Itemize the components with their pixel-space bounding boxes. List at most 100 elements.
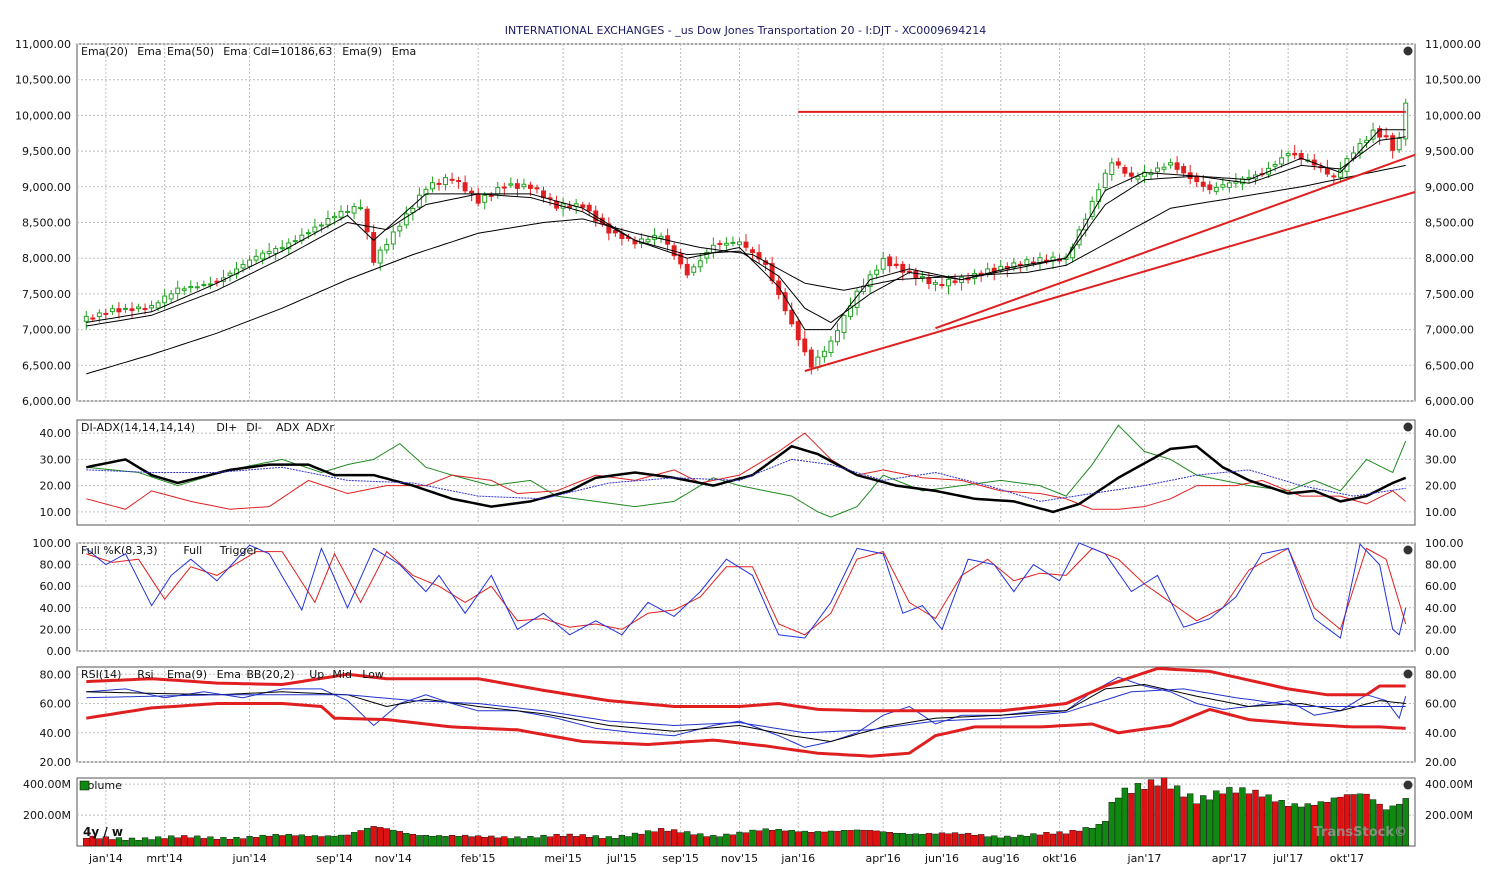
candle-body xyxy=(913,270,919,279)
candle-body xyxy=(201,283,207,286)
y-tick-label-left: 9,000.00 xyxy=(22,181,71,194)
volume-bar xyxy=(1396,803,1403,847)
candle-body xyxy=(351,206,357,214)
volume-bar xyxy=(1245,793,1253,847)
volume-bar xyxy=(370,826,377,847)
candle-body xyxy=(456,180,462,183)
candle-body xyxy=(1285,153,1291,157)
volume-bar xyxy=(912,833,919,847)
volume-bar xyxy=(573,836,580,847)
volume-bar xyxy=(148,839,155,847)
volume-bar xyxy=(285,834,292,847)
volume-bar xyxy=(775,829,782,847)
candle-body xyxy=(534,187,540,190)
candle-body xyxy=(338,210,344,218)
candle-body xyxy=(1357,143,1363,154)
candle-body xyxy=(527,184,533,189)
volume-bar xyxy=(1108,801,1115,847)
volume-bar xyxy=(174,837,181,847)
volume-bar xyxy=(89,835,96,847)
pane-frame xyxy=(76,542,1416,652)
candle-body xyxy=(867,274,873,287)
candle-body xyxy=(789,309,795,325)
candle-body xyxy=(1246,176,1252,180)
candle-body xyxy=(645,238,651,243)
y-tick-label-left: 10.00 xyxy=(40,506,72,519)
volume-bar xyxy=(239,838,247,847)
candle-body xyxy=(384,244,390,251)
volume-bar xyxy=(494,837,501,847)
pane-frame xyxy=(76,419,1416,526)
volume-bar xyxy=(997,837,1004,847)
candle-body xyxy=(1390,135,1396,151)
volume-bar xyxy=(690,834,697,847)
volume-bar xyxy=(925,833,933,847)
volume-bar xyxy=(168,835,175,847)
volume-bar xyxy=(435,835,443,847)
y-tick-label-right: 9,000.00 xyxy=(1425,181,1474,194)
candle-body xyxy=(1200,181,1206,187)
close-icon xyxy=(1403,46,1413,56)
candle-body xyxy=(952,280,958,283)
x-tick-label: jun'16 xyxy=(924,852,959,865)
volume-bar xyxy=(625,836,632,847)
y-tick-label-left: 100.00 xyxy=(33,537,72,550)
volume-bar xyxy=(697,833,704,847)
volume-bar xyxy=(834,830,841,847)
candle-body xyxy=(318,224,324,227)
volume-bar xyxy=(520,838,528,847)
legend-entry: Rsi xyxy=(137,668,153,681)
series-ema xyxy=(86,683,1406,743)
volume-bar xyxy=(128,837,136,847)
volume-bar xyxy=(102,836,110,847)
y-tick-label-right: 8,000.00 xyxy=(1425,252,1474,265)
y-tick-label-right: 20.00 xyxy=(1425,623,1457,636)
volume-bar xyxy=(259,834,266,847)
volume-bar xyxy=(821,831,828,847)
candle-body xyxy=(1226,182,1232,188)
volume-bar xyxy=(1180,796,1187,847)
candle-body xyxy=(469,190,475,194)
volume-bar xyxy=(1343,794,1351,847)
candle-body xyxy=(1181,166,1187,174)
candle-body xyxy=(704,251,710,259)
candle-body xyxy=(436,182,442,185)
volume-bar xyxy=(1043,832,1050,847)
candle-body xyxy=(802,338,808,353)
y-tick-label-left: 200.00M xyxy=(23,809,71,822)
volume-bar xyxy=(1206,799,1213,847)
volume-bar xyxy=(716,836,724,847)
volume-bar xyxy=(279,835,286,847)
volume-bar xyxy=(1036,834,1044,847)
y-tick-label-left: 20.00 xyxy=(40,623,72,636)
candle-body xyxy=(586,204,592,212)
volume-bar xyxy=(115,837,123,847)
candle-body xyxy=(194,286,200,289)
volume-bar xyxy=(1128,793,1135,847)
volume-bar xyxy=(213,838,221,847)
legend-entry: Cdl=10186,63 xyxy=(253,45,332,58)
volume-bar xyxy=(945,833,952,847)
volume-bar xyxy=(194,835,201,847)
candle-body xyxy=(260,252,266,260)
volume-bar xyxy=(1317,801,1324,847)
candle-body xyxy=(103,312,109,315)
volume-legend-swatch xyxy=(79,780,90,791)
y-tick-label-right: 40.00 xyxy=(1425,602,1457,615)
volume-bar xyxy=(592,835,599,847)
candle-body xyxy=(240,263,246,269)
volume-bar xyxy=(318,836,325,847)
volume-bar xyxy=(991,835,998,847)
volume-bar xyxy=(546,836,554,847)
legend-entry: Full xyxy=(183,544,202,557)
volume-bar xyxy=(533,837,541,847)
candle-body xyxy=(227,272,233,277)
y-tick-label-right: 10,500.00 xyxy=(1425,74,1481,87)
volume-bar xyxy=(200,838,207,847)
candle-body xyxy=(90,317,96,320)
candle-body xyxy=(508,183,514,186)
y-tick-label-right: 40.00 xyxy=(1425,427,1457,440)
x-tick-label: jun'14 xyxy=(232,852,267,865)
volume-bar xyxy=(448,835,456,847)
volume-bar xyxy=(1095,824,1102,847)
